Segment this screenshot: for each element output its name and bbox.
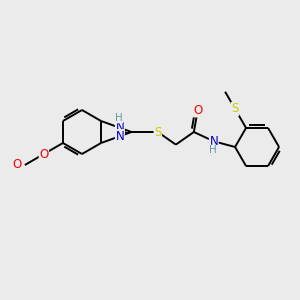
- Text: S: S: [154, 125, 161, 139]
- Text: H: H: [209, 145, 217, 155]
- Text: S: S: [231, 102, 239, 116]
- Text: N: N: [209, 135, 218, 148]
- Text: O: O: [193, 104, 202, 117]
- Text: O: O: [13, 158, 22, 170]
- Text: O: O: [39, 148, 49, 160]
- Text: N: N: [116, 130, 124, 143]
- Text: H: H: [115, 113, 123, 123]
- Text: N: N: [116, 121, 124, 134]
